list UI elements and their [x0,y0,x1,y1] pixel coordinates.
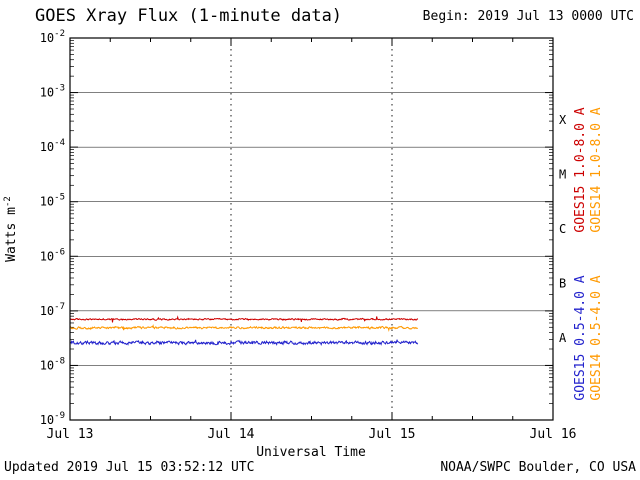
y-tick-label: 10-7 [40,302,65,318]
legend-goes14-short: GOES14 0.5-4.0 A [589,275,604,400]
flux-class-letter: A [559,331,567,345]
begin-label: Begin: 2019 Jul 13 0000 UTC [423,9,634,24]
y-tick-label: 10-3 [40,84,65,100]
flux-class-letter: B [559,277,566,291]
x-tick-label-jul14: Jul 14 [208,427,255,442]
updated-timestamp: Updated 2019 Jul 15 03:52:12 UTC [4,460,254,475]
y-tick-label: 10-9 [40,411,65,427]
series-line-3 [69,339,419,347]
page-title: GOES Xray Flux (1-minute data) [35,6,342,26]
x-tick-label-jul16: Jul 16 [530,427,577,442]
source-credit: NOAA/SWPC Boulder, CO USA [440,460,636,475]
series-line-2 [69,324,418,333]
y-axis-title: Watts m-2 [3,196,19,262]
flux-class-letter: C [559,222,566,236]
y-tick-label: 10-5 [40,193,65,209]
plot-area: 10-2 10-3 10-4 10-5 10-6 10-7 10-8 10-9 X M C B A [40,29,567,427]
plot-frame [69,37,554,421]
x-axis-title: Universal Time [256,445,366,460]
flux-class-letter: X [559,113,567,127]
legend-goes15-short: GOES15 0.5-4.0 A [573,275,588,400]
series-line-1 [69,315,419,323]
y-axis-title-exponent: -2 [3,196,13,207]
y-tick-label: 10-2 [40,29,65,45]
x-tick-label-jul15: Jul 15 [369,427,416,442]
legend-goes15-long: GOES15 1.0-8.0 A [573,107,588,232]
x-tick-label-jul13: Jul 13 [47,427,94,442]
flux-class-letter: M [559,167,566,181]
y-axis-title-base: Watts m [4,207,19,262]
y-tick-label: 10-4 [40,138,65,154]
legend-goes14-long: GOES14 1.0-8.0 A [589,107,604,232]
y-tick-label: 10-8 [40,356,65,372]
y-tick-label: 10-6 [40,247,65,263]
